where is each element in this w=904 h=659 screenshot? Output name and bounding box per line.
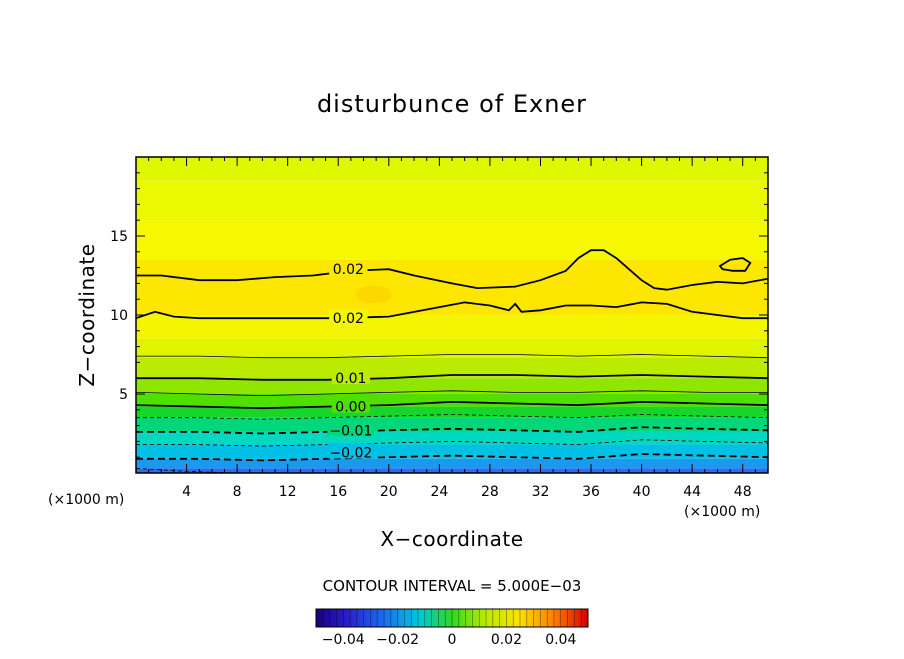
contour-label-bg-4 [329,309,368,325]
x-tick-label-7: 32 [532,484,550,500]
fill-band-1 [136,180,768,221]
x-tick-label-8: 36 [582,484,600,500]
contour-line-1 [136,301,768,320]
colorbar-label-3: 0.02 [491,632,522,648]
contour-label-bg-0 [327,443,375,459]
contour-line-7 [136,426,768,435]
contour-label-1: −0.01 [329,423,372,439]
fill-band-5 [136,338,768,358]
y-axis-title: Z−coordinate [75,243,99,386]
fill-band-7 [136,378,768,394]
contour-line-8 [136,439,768,447]
fill-band-3 [136,259,768,315]
x-tick-label-0: 4 [182,484,191,500]
contour-label-bg-1 [327,421,375,437]
fill-band-4 [136,315,768,339]
x-unit-label: (×1000 m) [684,504,760,520]
x-tick-label-4: 20 [380,484,398,500]
contour-line-3 [136,374,768,381]
closed-contour-0 [718,257,752,272]
contour-labels: −0.02 −0.01 0.00 0.01 0.02 0.02 [327,260,375,461]
contour-label-bg-3 [331,369,371,385]
contour-line-2 [136,354,768,359]
x-tick-label-2: 12 [279,484,297,500]
chart-title: disturbunce of Exner [317,90,587,118]
colorbar-label-1: −0.02 [376,632,419,648]
contour-line-9 [136,453,768,462]
fill-band-8 [136,394,768,407]
contour-label-bg-2 [331,397,371,413]
x-axis-ticks: 4 8 12 16 20 24 28 32 36 40 44 48 [148,157,756,500]
y-axis-ticks: 5 10 15 [110,172,768,458]
colorbar-label-0: −0.04 [322,632,365,648]
x-tick-label-9: 40 [633,484,651,500]
contour-lines [136,249,768,473]
contour-label-2: 0.00 [335,400,366,416]
contour-fill [136,157,768,473]
fill-band-11 [136,431,768,445]
x-tick-label-1: 8 [233,484,242,500]
contour-interval-text: CONTOUR INTERVAL = 5.000E−03 [323,577,582,595]
x-tick-label-11: 48 [734,484,752,500]
y-tick-label-0: 5 [119,387,128,403]
contour-label-4: 0.02 [333,311,364,327]
fill-band-13 [136,458,768,469]
contour-line-0 [136,249,768,291]
contour-line-6 [136,414,768,420]
fill-band-0 [136,157,768,181]
colorbar-label-2: 0 [448,632,457,648]
contour-label-0: −0.02 [329,445,372,461]
x-tick-label-6: 28 [481,484,499,500]
colorbar-label-4: 0.04 [545,632,576,648]
fill-band-2 [136,220,768,260]
fill-max-blob [355,285,392,304]
fill-band-6 [136,357,768,379]
x-axis-title: X−coordinate [380,527,523,551]
contour-label-3: 0.01 [335,371,366,387]
z-unit-label: (×1000 m) [48,492,124,508]
fill-band-12 [136,444,768,459]
colorbar-stripes [322,609,582,627]
contour-label-bg-5 [329,260,368,276]
fill-band-10 [136,417,768,432]
x-tick-label-10: 44 [683,484,701,500]
x-tick-label-3: 16 [329,484,347,500]
y-tick-label-2: 15 [110,229,128,245]
y-tick-label-1: 10 [110,308,128,324]
contour-line-4 [136,390,768,397]
colorbar-ticks: −0.04 −0.02 0 0.02 0.04 [322,632,577,648]
x-tick-label-5: 24 [430,484,448,500]
fill-band-9 [136,406,768,418]
contour-label-5: 0.02 [333,262,364,278]
contour-line-5 [136,400,768,410]
